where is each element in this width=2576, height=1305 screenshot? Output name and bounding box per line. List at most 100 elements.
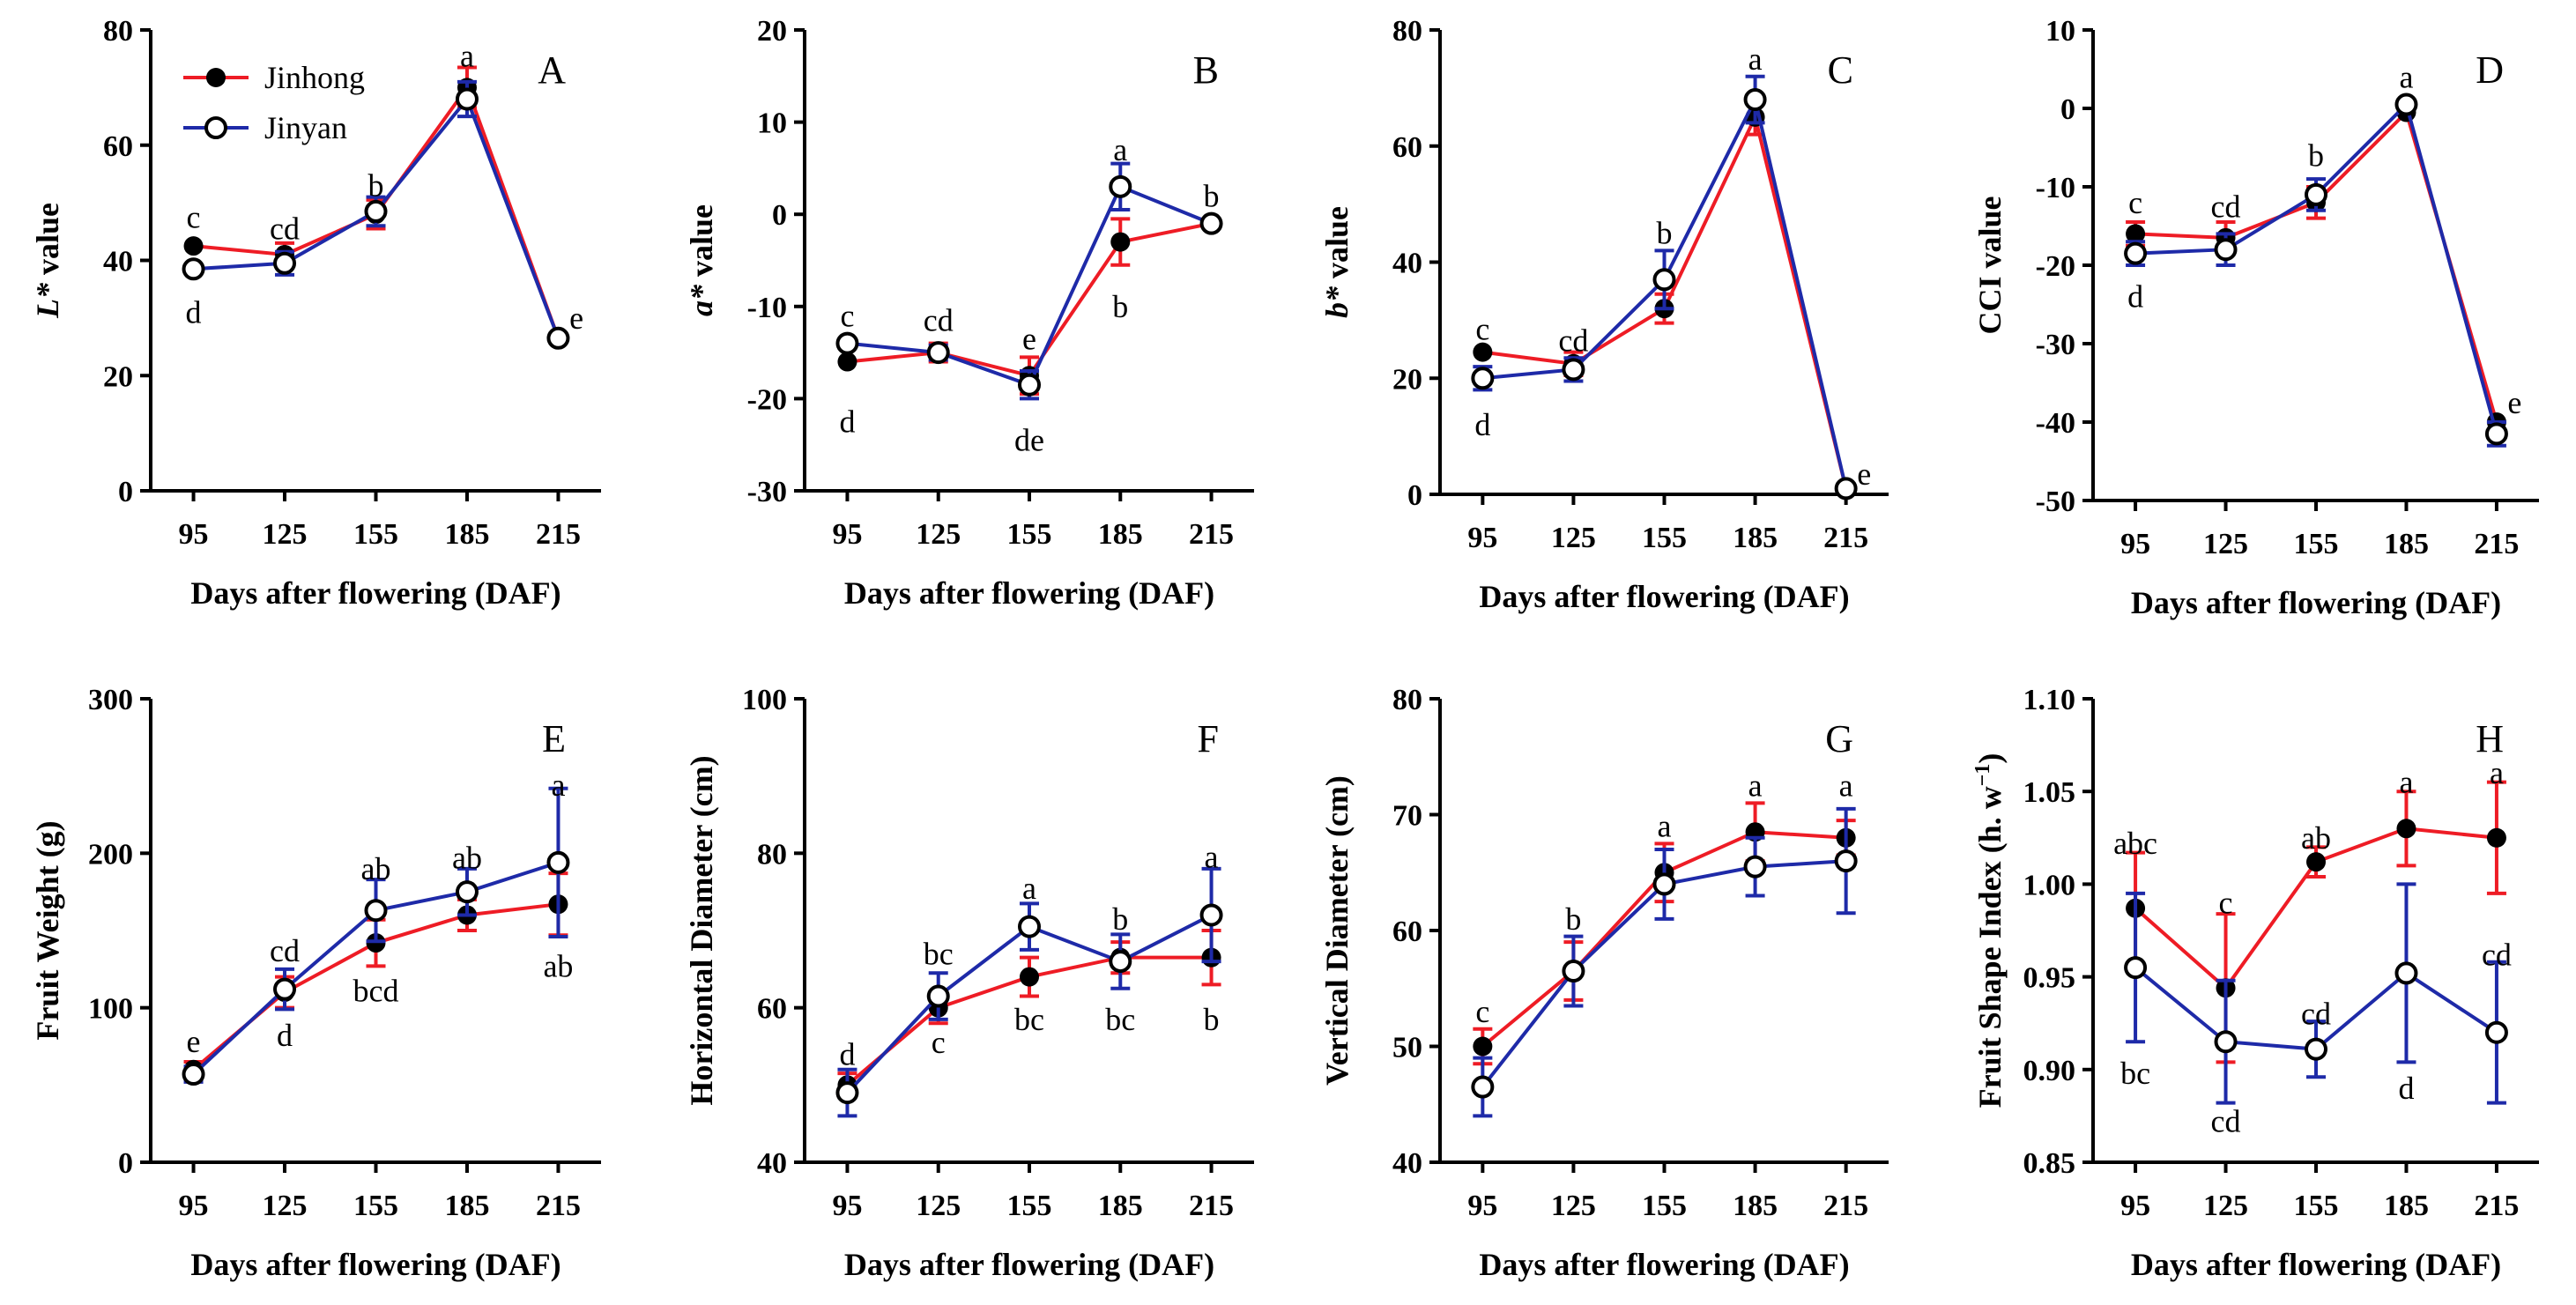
y-tick-label: -40 — [2036, 407, 2075, 440]
y-tick-label: -50 — [2036, 486, 2075, 518]
y-tick-label: 80 — [1392, 15, 1422, 48]
y-tick-label: 40 — [1392, 248, 1422, 280]
significance-label: d — [2398, 1071, 2414, 1106]
y-tick-label: 0 — [772, 199, 787, 232]
chart-panel-c: 0 20 40 60 80 95 125 155 185 215 Days after flower… — [1319, 15, 1889, 614]
y-tick-label: 50 — [1392, 1032, 1422, 1064]
series-jinyan — [2124, 882, 2508, 1105]
significance-label: a — [2490, 755, 2504, 790]
significance-label: d — [839, 1036, 855, 1071]
y-tick-label: 80 — [757, 838, 787, 871]
chart-panel-a: 0 20 40 60 80 95 125 155 185 215 Days after flower… — [30, 15, 601, 611]
y-tick-label: 60 — [1392, 131, 1422, 164]
significance-label: bc — [924, 936, 954, 971]
x-tick-label: 125 — [263, 518, 308, 551]
x-axis-title: Days after flowering (DAF) — [1479, 579, 1849, 614]
panel-label: H — [2476, 717, 2504, 760]
data-point-jinyan — [835, 331, 859, 355]
significance-label: a — [2399, 59, 2413, 94]
significance-label: a — [1658, 809, 1672, 844]
data-point-jinyan — [1652, 268, 1676, 292]
panel-label: E — [542, 717, 566, 760]
significance-label: a — [1022, 871, 1036, 906]
significance-label: b — [368, 168, 384, 204]
x-axis-title: Days after flowering (DAF) — [844, 1247, 1214, 1282]
y-tick-label: 300 — [88, 684, 133, 716]
y-axis-title-part: CCI value — [1972, 196, 2008, 334]
significance-label: ab — [361, 851, 391, 886]
y-tick-label: -10 — [2036, 172, 2075, 204]
y-axis-title-part: Fruit Weight (g) — [30, 820, 65, 1040]
y-tick-label: 20 — [1392, 363, 1422, 396]
x-tick-label: 95 — [832, 1190, 862, 1222]
significance-label: cd — [2482, 937, 2512, 972]
data-point-jinyan — [2484, 422, 2508, 446]
legend-label-jinhong: Jinhong — [264, 60, 365, 95]
y-tick-label: 10 — [2045, 15, 2075, 48]
data-point-jinyan — [1562, 358, 1585, 382]
x-tick-label: 215 — [2474, 1190, 2519, 1222]
x-tick-label: 155 — [2294, 1190, 2339, 1222]
chart-panel-d: -50 -40 -30 -20 -10 0 10 95 125 155 185 215 Days aft… — [1972, 15, 2539, 620]
y-axis-title: Fruit Shape Index (h. w−1) — [1971, 753, 2008, 1109]
legend-marker-jinyan — [204, 116, 227, 139]
significance-label: cd — [2211, 189, 2241, 224]
y-tick-label: -30 — [747, 476, 787, 508]
data-point-jinyan — [926, 984, 950, 1008]
significance-label: cd — [924, 302, 954, 337]
x-tick-label: 125 — [263, 1190, 308, 1222]
series-jinyan — [1471, 74, 1858, 500]
x-tick-label: 215 — [2474, 528, 2519, 560]
x-tick-label: 95 — [179, 518, 209, 551]
panel-label: B — [1193, 48, 1219, 92]
data-point-jinyan — [1834, 477, 1858, 500]
data-point-jinyan — [546, 326, 570, 350]
x-tick-label: 185 — [2384, 528, 2429, 560]
data-point-jinhong — [1473, 1036, 1493, 1057]
data-point-jinyan — [2124, 956, 2148, 980]
significance-label: de — [1014, 422, 1044, 457]
y-axis-title-part: Horizontal Diameter (cm) — [684, 755, 719, 1105]
y-axis-title: a* value — [684, 204, 719, 316]
x-tick-label: 125 — [916, 518, 961, 551]
x-tick-label: 215 — [536, 1190, 581, 1222]
significance-label: cd — [2211, 1104, 2241, 1139]
series-jinyan — [1471, 806, 1858, 1118]
y-tick-label: -30 — [2036, 329, 2075, 361]
significance-label: abc — [2113, 826, 2157, 861]
y-axis-title-part: −1 — [1971, 764, 1994, 787]
x-tick-label: 95 — [179, 1190, 209, 1222]
y-tick-label: 60 — [1392, 916, 1422, 948]
data-point-jinhong — [2126, 224, 2146, 244]
x-tick-label: 95 — [1467, 522, 1497, 554]
x-tick-label: 215 — [1823, 522, 1868, 554]
data-point-jinyan — [182, 257, 205, 281]
y-axis-title-part: a* — [684, 284, 719, 316]
significance-label: b — [1112, 289, 1128, 324]
data-point-jinhong — [2396, 819, 2416, 839]
y-axis-title: Horizontal Diameter (cm) — [684, 755, 719, 1105]
significance-label: b — [1657, 216, 1673, 251]
data-point-jinyan — [1109, 950, 1132, 974]
significance-label: d — [839, 404, 855, 440]
significance-label: e — [187, 1024, 201, 1059]
data-point-jinyan — [364, 199, 388, 223]
panel-label: D — [2476, 48, 2504, 92]
x-tick-label: 185 — [1733, 522, 1778, 554]
data-point-jinyan — [1109, 174, 1132, 198]
significance-label: d — [277, 1018, 293, 1053]
y-tick-label: 100 — [742, 684, 787, 716]
data-point-jinyan — [1652, 872, 1676, 896]
y-tick-label: 0.85 — [2023, 1147, 2076, 1180]
x-tick-label: 215 — [1189, 518, 1234, 551]
chart-panel-f: 40 60 80 100 95 125 155 185 215 Days after flower… — [684, 684, 1254, 1282]
panel-label: C — [1828, 48, 1853, 92]
significance-label: b — [1112, 901, 1128, 937]
significance-label: a — [1748, 41, 1763, 77]
data-point-jinyan — [1199, 903, 1223, 927]
significance-label: e — [569, 300, 583, 336]
panel-label: A — [538, 48, 566, 92]
significance-label: ab — [543, 948, 573, 983]
data-point-jinhong — [1473, 342, 1493, 362]
